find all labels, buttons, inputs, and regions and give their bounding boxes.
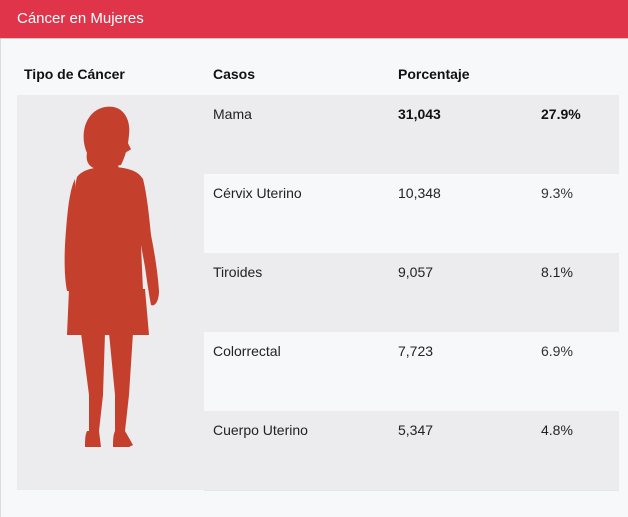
column-header-cases: Casos [213,66,256,82]
percentage: 6.9% [541,343,573,359]
figure-cell [17,95,204,490]
column-header-type: Tipo de Cáncer [24,66,125,82]
case-count: 7,723 [398,343,434,359]
cancer-type: Colorrectal [213,343,281,359]
table-row: Cuerpo Uterino 5,347 4.8% [204,411,619,491]
percentage: 8.1% [541,264,573,280]
panel-title: Cáncer en Mujeres [17,10,144,27]
case-count: 5,347 [398,422,434,438]
percentage: 4.8% [541,422,573,438]
table-row: Tiroides 9,057 8.1% [204,253,619,333]
woman-silhouette-icon [64,106,159,447]
case-count: 31,043 [398,106,441,122]
table-row: Cérvix Uterino 10,348 9.3% [204,174,619,254]
cancer-type: Tiroides [213,264,263,280]
panel-header: Cáncer en Mujeres [0,0,628,39]
case-count: 9,057 [398,264,434,280]
cancer-type: Cérvix Uterino [213,185,302,201]
cancer-type: Mama [213,106,252,122]
column-header-percent: Porcentaje [398,66,470,82]
percentage: 27.9% [541,106,581,122]
table-row: Mama 31,043 27.9% [204,95,619,175]
table-row: Colorrectal 7,723 6.9% [204,332,619,412]
case-count: 10,348 [398,185,441,201]
percentage: 9.3% [541,185,573,201]
cancer-type: Cuerpo Uterino [213,422,308,438]
